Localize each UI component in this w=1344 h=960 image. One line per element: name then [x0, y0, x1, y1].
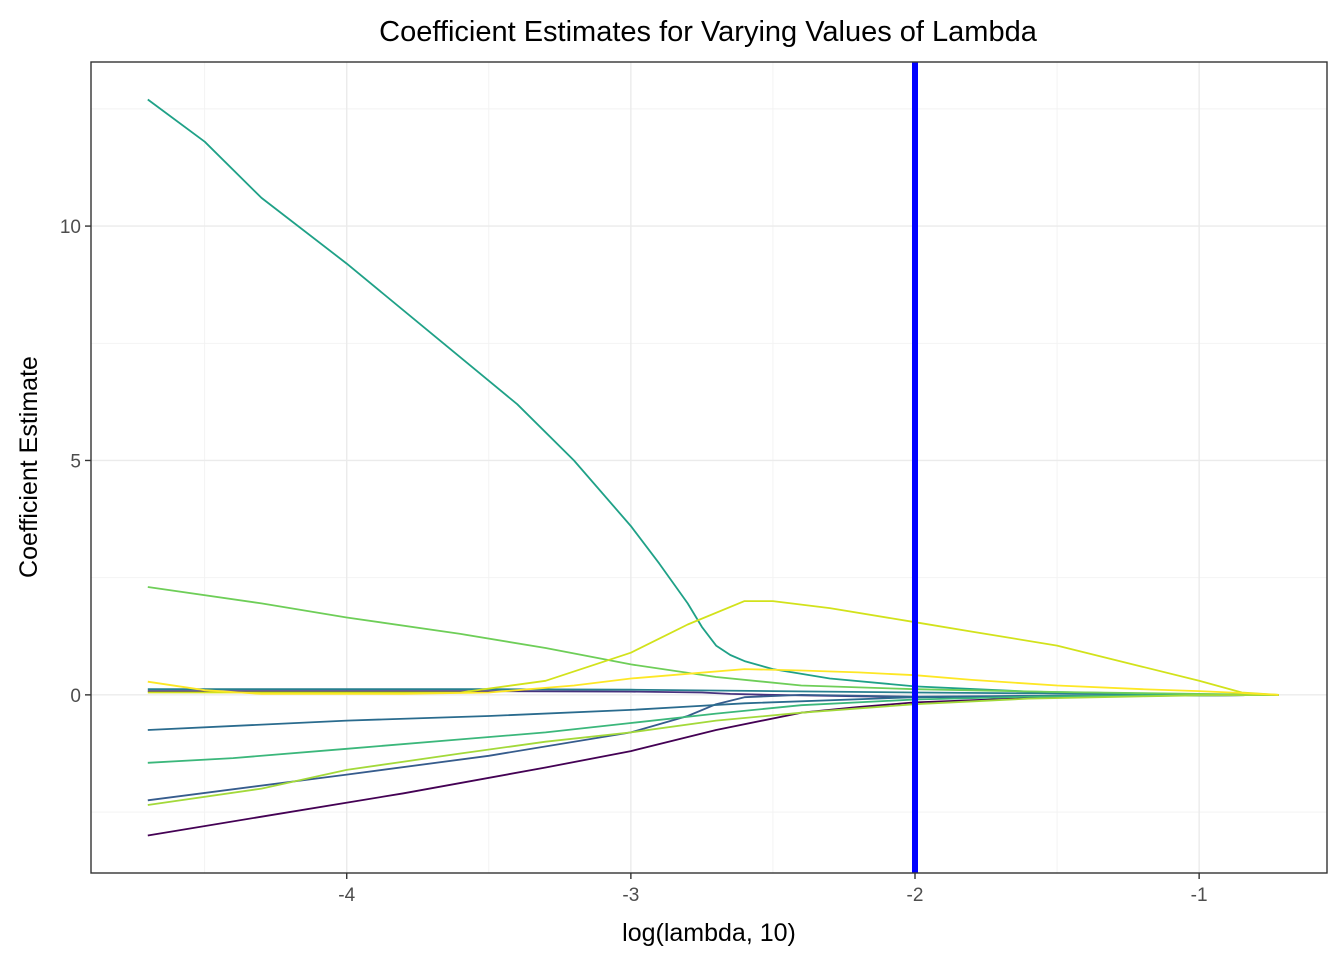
- plot-panel: [91, 62, 1327, 873]
- coefficient-line-8: [147, 586, 1279, 696]
- x-axis-ticks: -4 -3 -2 -1: [338, 873, 1208, 906]
- x-tick-label: -4: [338, 885, 355, 906]
- x-tick-label: -1: [1191, 885, 1208, 906]
- y-axis-title: Coefficient Estimate: [15, 356, 43, 578]
- y-axis-ticks: 0 5 10: [60, 217, 91, 707]
- coefficient-line-11: [147, 668, 1279, 696]
- x-axis-title: log(lambda, 10): [622, 919, 796, 947]
- panel-background: [91, 62, 1327, 873]
- y-tick-label: 0: [70, 686, 81, 707]
- x-tick-label: -2: [907, 885, 924, 906]
- y-tick-label: 10: [60, 217, 81, 238]
- coefficient-line-9: [147, 694, 1279, 806]
- minor-gridlines: [91, 62, 1327, 873]
- x-tick-label: -3: [622, 885, 639, 906]
- coefficient-line-7: [147, 694, 1279, 764]
- panel-border: [90, 61, 1328, 874]
- coefficient-series: [147, 98, 1279, 837]
- chart-title: Coefficient Estimates for Varying Values…: [379, 16, 1038, 48]
- y-tick-label: 5: [70, 451, 81, 472]
